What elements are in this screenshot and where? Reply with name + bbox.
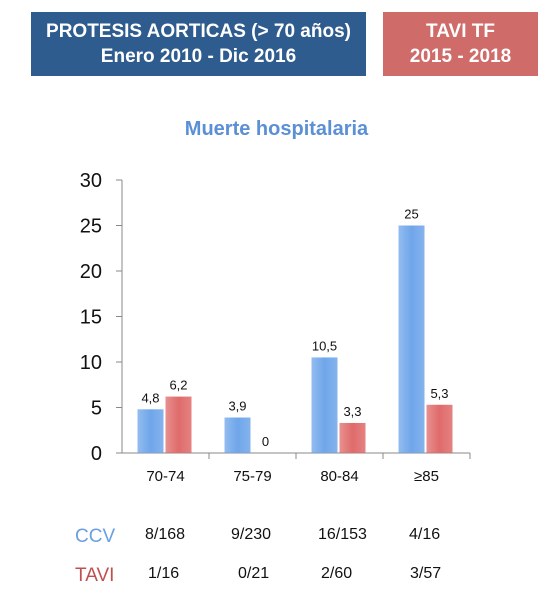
bar-series2-70-74 — [165, 396, 192, 453]
x-category-label: 70-74 — [146, 468, 184, 485]
y-tick-label: 15 — [80, 307, 102, 329]
data-label-series1: 3,9 — [228, 399, 246, 414]
x-category-label: 80-84 — [320, 468, 358, 485]
bar-series1-≥85 — [398, 225, 425, 453]
bar-series1-75-79 — [224, 417, 251, 453]
bar-series2-≥85 — [426, 404, 453, 453]
data-label-series2: 0 — [262, 434, 269, 449]
bar-series2-80-84 — [339, 422, 366, 453]
row-label-tavi: TAVI — [75, 565, 115, 586]
ccv-value-70-74: 8/168 — [145, 526, 186, 543]
x-category-label: 75-79 — [233, 468, 271, 485]
y-tick-label: 25 — [80, 216, 102, 238]
tavi-value-70-74: 1/16 — [148, 565, 180, 582]
tavi-header-line2: 2015 - 2018 — [409, 46, 512, 67]
data-label-series2: 3,3 — [343, 404, 361, 419]
ccv-value-85plus: 4/16 — [409, 526, 441, 543]
protesis-header-line1: PROTESIS AORTICAS (> 70 años) — [46, 21, 351, 42]
tavi-header-line1: TAVI TF — [426, 21, 495, 42]
row-label-ccv: CCV — [75, 526, 116, 547]
table-row-tavi: TAVI 1/16 0/21 2/60 3/57 — [0, 565, 553, 591]
protesis-aorticas-header: PROTESIS AORTICAS (> 70 años) Enero 2010… — [31, 12, 366, 76]
data-label-series2: 6,2 — [169, 378, 187, 393]
chart-title: Muerte hospitalaria — [184, 118, 369, 140]
x-category-label: ≥85 — [414, 468, 439, 485]
ccv-value-80-84: 16/153 — [318, 526, 367, 543]
bar-series1-80-84 — [311, 357, 338, 453]
tavi-value-75-79: 0/21 — [238, 565, 270, 582]
data-label-series2: 5,3 — [430, 386, 448, 401]
y-tick-label: 0 — [91, 443, 102, 465]
protesis-header-line2: Enero 2010 - Dic 2016 — [100, 46, 297, 67]
tavi-value-80-84: 2/60 — [321, 565, 353, 582]
ccv-value-75-79: 9/230 — [231, 526, 272, 543]
y-tick-label: 10 — [80, 352, 102, 374]
tavi-value-85plus: 3/57 — [410, 565, 442, 582]
bar-chart: 0 5 10 15 20 25 30 70-74 4,8 6,2 75-79 3,9 0 80-84 10,… — [80, 170, 471, 485]
y-tick-label: 30 — [80, 170, 102, 192]
data-label-series1: 10,5 — [312, 338, 337, 353]
tavi-tf-header: TAVI TF 2015 - 2018 — [383, 12, 538, 76]
data-label-series1: 4,8 — [141, 390, 159, 405]
bar-series1-70-74 — [137, 409, 164, 453]
y-tick-label: 20 — [80, 261, 102, 283]
data-label-series1: 25 — [404, 207, 418, 222]
table-row-ccv: CCV 8/168 9/230 16/153 4/16 — [0, 526, 553, 552]
y-tick-label: 5 — [91, 398, 102, 420]
